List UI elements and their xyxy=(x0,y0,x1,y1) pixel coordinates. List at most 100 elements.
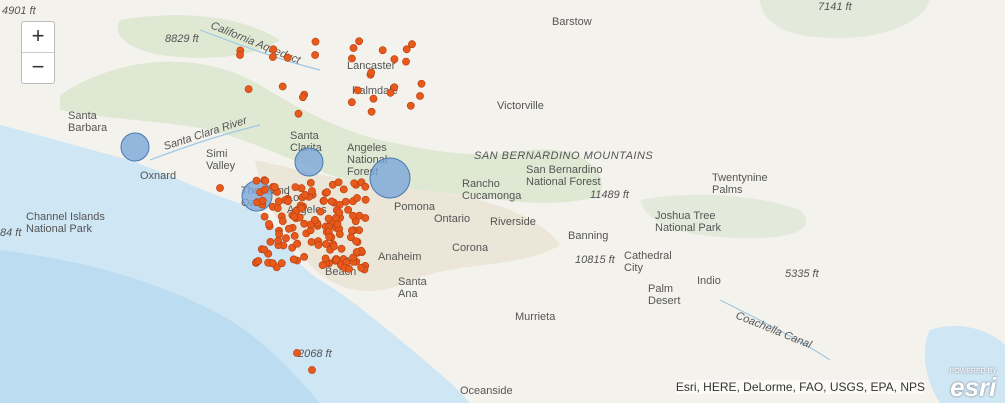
cluster-marker[interactable] xyxy=(241,180,273,212)
marker[interactable] xyxy=(275,230,283,239)
marker[interactable] xyxy=(332,255,341,264)
marker[interactable] xyxy=(307,238,316,246)
marker[interactable] xyxy=(347,226,356,235)
marker[interactable] xyxy=(293,349,301,357)
marker[interactable] xyxy=(321,254,330,263)
marker[interactable] xyxy=(284,224,293,233)
marker[interactable] xyxy=(349,253,357,262)
marker[interactable] xyxy=(329,242,338,251)
marker[interactable] xyxy=(291,183,300,191)
marker[interactable] xyxy=(306,178,315,187)
marker[interactable] xyxy=(297,204,306,213)
marker[interactable] xyxy=(268,259,277,268)
marker[interactable] xyxy=(308,187,316,195)
marker[interactable] xyxy=(355,37,363,46)
marker[interactable] xyxy=(244,85,253,93)
marker[interactable] xyxy=(349,44,358,52)
marker[interactable] xyxy=(278,217,287,225)
marker[interactable] xyxy=(386,88,395,97)
marker[interactable] xyxy=(216,184,224,192)
marker[interactable] xyxy=(324,214,333,223)
marker[interactable] xyxy=(402,45,411,54)
marker[interactable] xyxy=(319,196,328,205)
marker[interactable] xyxy=(325,233,334,241)
marker[interactable] xyxy=(301,190,309,199)
marker[interactable] xyxy=(260,185,269,194)
cluster-marker[interactable] xyxy=(369,157,411,199)
marker[interactable] xyxy=(300,219,309,228)
marker[interactable] xyxy=(293,239,302,248)
marker[interactable] xyxy=(367,107,376,116)
marker[interactable] xyxy=(308,366,316,374)
marker[interactable] xyxy=(323,188,331,197)
marker[interactable] xyxy=(406,101,415,110)
marker[interactable] xyxy=(311,51,319,59)
marker[interactable] xyxy=(416,92,424,100)
marker[interactable] xyxy=(316,207,325,216)
marker[interactable] xyxy=(273,204,282,212)
marker[interactable] xyxy=(337,244,346,253)
marker[interactable] xyxy=(344,205,352,214)
marker[interactable] xyxy=(290,212,299,221)
marker[interactable] xyxy=(339,185,348,194)
marker[interactable] xyxy=(258,196,267,205)
marker[interactable] xyxy=(349,211,357,220)
marker[interactable] xyxy=(334,178,343,187)
marker[interactable] xyxy=(314,241,323,249)
cluster-marker[interactable] xyxy=(120,132,150,162)
marker[interactable] xyxy=(408,40,416,49)
marker[interactable] xyxy=(298,93,307,102)
marker[interactable] xyxy=(236,51,244,59)
marker[interactable] xyxy=(282,234,290,243)
marker[interactable] xyxy=(378,46,387,55)
marker[interactable] xyxy=(284,197,292,206)
marker[interactable] xyxy=(310,215,319,224)
marker[interactable] xyxy=(361,195,370,204)
marker[interactable] xyxy=(274,236,283,245)
marker[interactable] xyxy=(345,264,353,273)
marker[interactable] xyxy=(278,82,287,91)
marker[interactable] xyxy=(352,237,360,246)
marker[interactable] xyxy=(357,263,366,272)
marker[interactable] xyxy=(347,54,356,63)
marker[interactable] xyxy=(260,212,269,221)
marker[interactable] xyxy=(335,208,344,217)
marker[interactable] xyxy=(289,255,298,264)
marker[interactable] xyxy=(350,179,359,188)
marker[interactable] xyxy=(311,37,320,46)
marker[interactable] xyxy=(300,252,308,261)
marker[interactable] xyxy=(347,98,356,107)
marker[interactable] xyxy=(361,182,370,191)
marker[interactable] xyxy=(283,53,292,62)
marker[interactable] xyxy=(321,240,330,248)
marker[interactable] xyxy=(266,237,275,246)
cluster-marker[interactable] xyxy=(294,147,324,177)
marker[interactable] xyxy=(269,45,278,54)
marker[interactable] xyxy=(390,83,399,92)
marker[interactable] xyxy=(265,220,273,228)
marker[interactable] xyxy=(274,197,283,206)
marker[interactable] xyxy=(318,261,327,269)
marker[interactable] xyxy=(294,109,303,118)
marker[interactable] xyxy=(352,248,361,256)
marker[interactable] xyxy=(353,86,362,95)
esri-logo[interactable]: POWERED BY esri xyxy=(950,368,997,400)
marker[interactable] xyxy=(369,94,378,103)
marker[interactable] xyxy=(335,230,344,238)
marker[interactable] xyxy=(367,68,376,77)
marker[interactable] xyxy=(260,245,269,254)
marker[interactable] xyxy=(252,176,261,185)
marker[interactable] xyxy=(277,259,286,268)
marker[interactable] xyxy=(290,231,299,240)
zoom-in[interactable]: + xyxy=(31,23,45,48)
zoom-out[interactable]: − xyxy=(22,52,54,83)
marker[interactable] xyxy=(327,197,336,206)
marker[interactable] xyxy=(270,183,279,191)
marker[interactable] xyxy=(390,55,399,64)
marker[interactable] xyxy=(268,53,277,61)
marker[interactable] xyxy=(353,194,361,202)
marker[interactable] xyxy=(261,176,270,185)
marker[interactable] xyxy=(402,57,410,66)
marker[interactable] xyxy=(417,79,426,88)
